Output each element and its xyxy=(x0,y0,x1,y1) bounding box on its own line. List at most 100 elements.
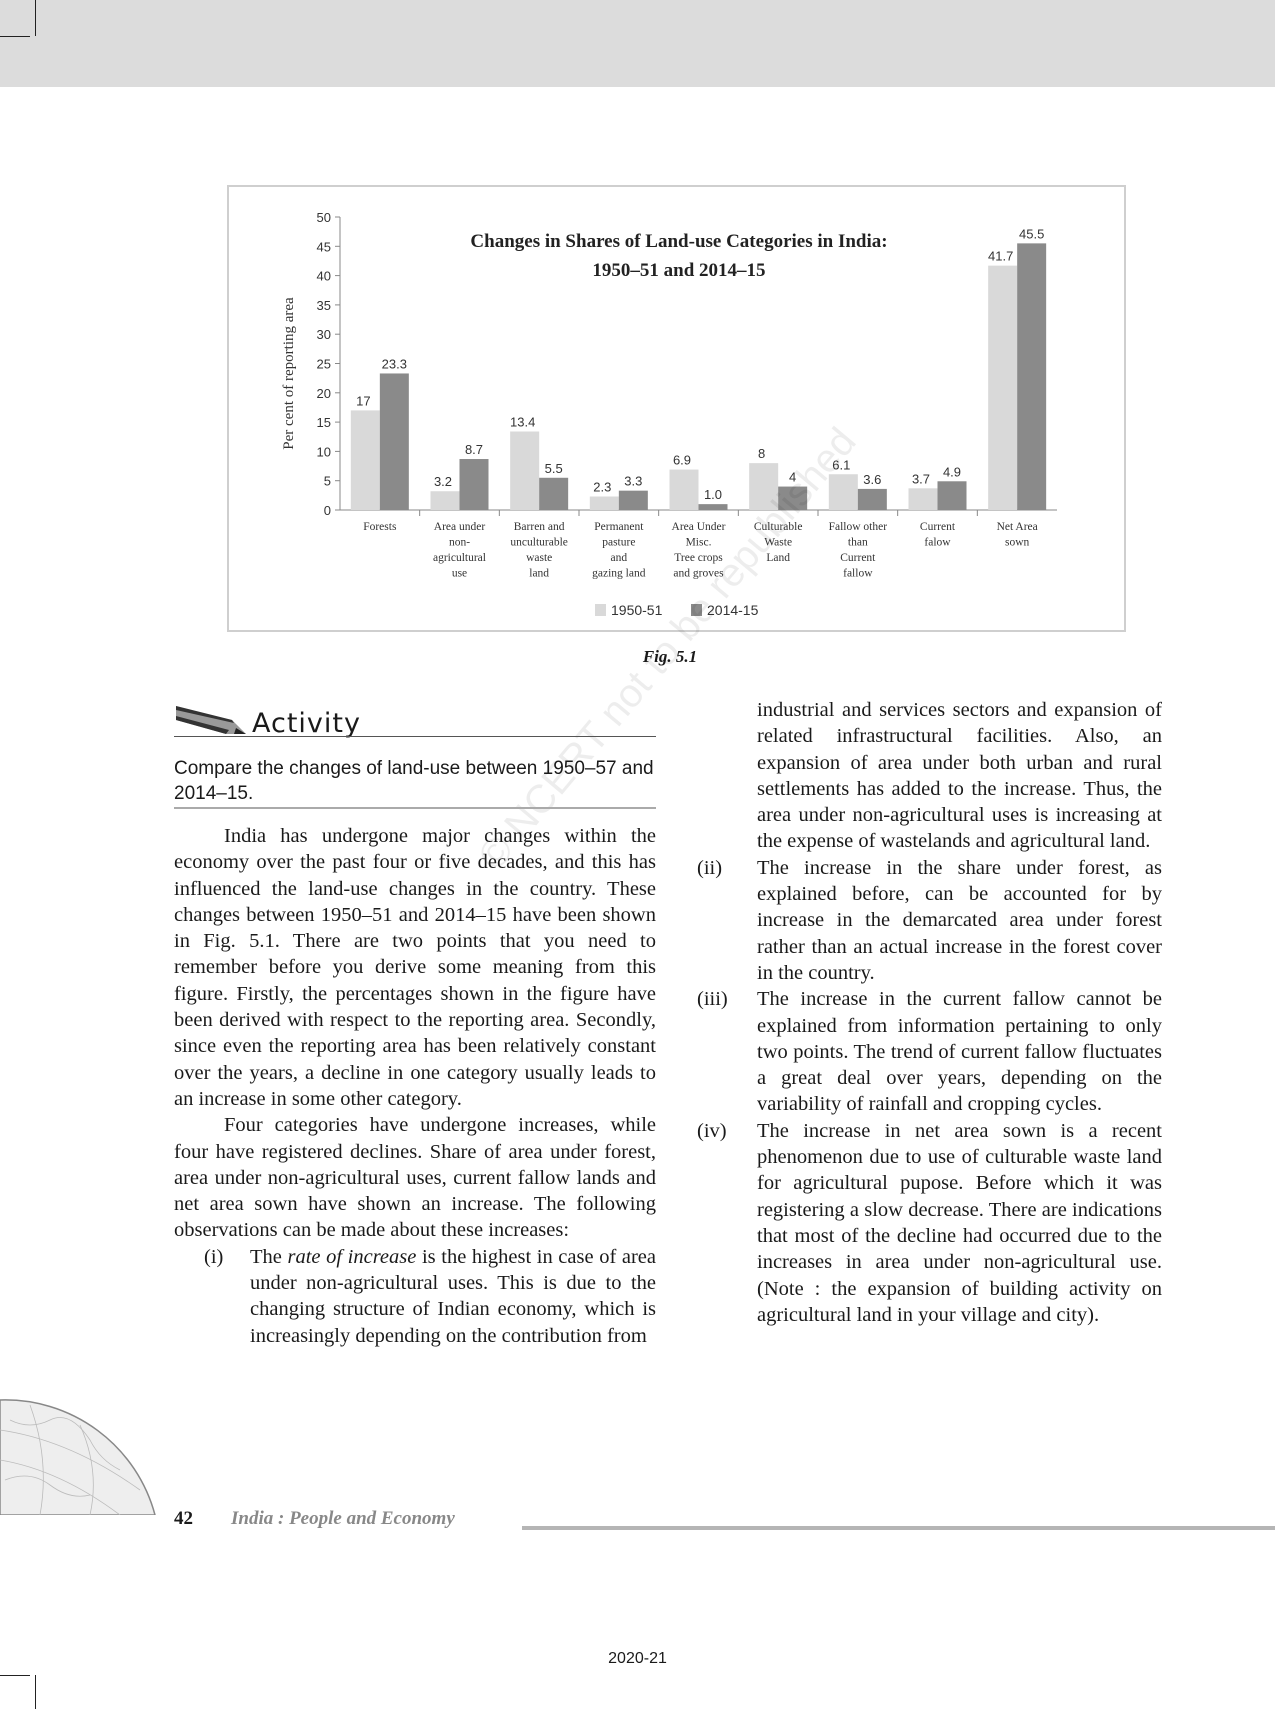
x-tick-label: Misc. xyxy=(686,537,712,549)
data-label: 45.5 xyxy=(1019,226,1044,241)
data-label: 5.5 xyxy=(545,461,563,476)
chart-title: Changes in Shares of Land-use Categories… xyxy=(470,231,887,252)
y-tick-label: 10 xyxy=(317,444,331,459)
data-label: 2.3 xyxy=(593,480,611,495)
bar-1950-51 xyxy=(430,491,460,510)
bar-1950-51 xyxy=(988,265,1018,510)
x-tick-label: use xyxy=(452,568,467,580)
y-tick-label: 15 xyxy=(317,415,331,430)
edition-year: 2020-21 xyxy=(608,1650,667,1667)
x-tick-label: and groves xyxy=(673,568,724,580)
bar-2014-15 xyxy=(379,373,409,510)
bar-2014-15 xyxy=(459,459,489,510)
bar-2014-15 xyxy=(778,486,808,510)
x-tick-label: Culturable xyxy=(754,521,803,533)
data-label: 3.7 xyxy=(912,471,930,486)
text: The increase in the share under forest, … xyxy=(757,856,1162,984)
data-label: 8.7 xyxy=(465,442,483,457)
bar-2014-15 xyxy=(698,504,728,510)
text: is the highest in case of area under non… xyxy=(250,1245,657,1347)
y-tick-label: 45 xyxy=(317,239,331,254)
x-tick-label: and xyxy=(611,552,628,564)
bar-chart: 0 5 10 15 20 25 30 35 40 45 50 Per cent of reportin… xyxy=(281,210,1057,618)
text: The xyxy=(250,1245,288,1268)
x-tick-label: Current xyxy=(840,552,876,564)
book-title: India : People and Economy xyxy=(231,1508,455,1529)
x-tick-label: land xyxy=(529,568,549,580)
x-tick-label: agricultural xyxy=(433,552,486,564)
legend-swatch xyxy=(691,604,702,616)
bar-1950-51 xyxy=(589,496,619,510)
bar-1950-51 xyxy=(669,469,699,510)
bar-1950-51 xyxy=(510,431,540,510)
emphasis: rate of increase xyxy=(287,1245,417,1268)
page-number: 42 xyxy=(174,1508,193,1529)
chart-frame: 0 5 10 15 20 25 30 35 40 45 50 Per cent of reportin… xyxy=(227,185,1126,632)
bar-1950-51 xyxy=(828,474,858,510)
text: The increase in net area sown is a recen… xyxy=(757,1119,1162,1326)
x-tick-label: pasture xyxy=(602,537,635,549)
bar-2014-15 xyxy=(857,488,887,510)
paragraph: India has undergone major changes within… xyxy=(174,825,656,1110)
data-label: 3.6 xyxy=(863,472,881,487)
x-tick-label: Land xyxy=(766,552,790,564)
data-label: 41.7 xyxy=(988,249,1013,264)
left-column: India has undergone major changes within… xyxy=(174,823,656,1349)
y-axis-label: Per cent of reporting area xyxy=(281,297,297,450)
globe-illustration xyxy=(0,1380,160,1515)
list-number: (iv) xyxy=(697,1119,727,1142)
data-label: 6.9 xyxy=(673,453,691,468)
top-margin-band xyxy=(0,0,1275,87)
y-tick-label: 5 xyxy=(324,474,331,489)
x-tick-label: gazing land xyxy=(592,568,646,580)
footer-rule xyxy=(522,1526,1275,1530)
list-item: (ii) The increase in the share under fore… xyxy=(697,855,1162,986)
list-number: (i) xyxy=(204,1245,224,1268)
list-number: (ii) xyxy=(697,856,723,879)
crop-mark xyxy=(0,1675,30,1676)
list-item: (iii) The increase in the current fallow … xyxy=(697,986,1162,1117)
x-tick-label: sown xyxy=(1005,537,1030,549)
data-label: 4.9 xyxy=(943,464,961,479)
y-tick-label: 40 xyxy=(317,269,331,284)
x-tick-label: Area Under xyxy=(672,521,726,533)
x-tick-label: Permanent xyxy=(594,521,644,533)
x-tick-label: falow xyxy=(924,537,951,549)
y-tick-label: 30 xyxy=(317,327,331,342)
y-tick-label: 25 xyxy=(317,357,331,372)
activity-text: Compare the changes of land-use between … xyxy=(174,758,654,804)
text: The increase in the current fallow canno… xyxy=(757,988,1162,1116)
list-number: (iii) xyxy=(697,988,728,1011)
bar-2014-15 xyxy=(618,490,648,510)
data-label: 4 xyxy=(789,470,796,485)
x-tick-label: waste xyxy=(526,552,552,564)
list-item: (iv) The increase in net area sown is a r… xyxy=(697,1118,1162,1328)
y-tick-label: 35 xyxy=(317,298,331,313)
data-label: 17 xyxy=(356,393,370,408)
x-tick-label: unculturable xyxy=(510,537,567,549)
x-tick-label: than xyxy=(848,537,868,549)
x-tick-label: Fallow other xyxy=(829,521,888,533)
data-label: 6.1 xyxy=(832,457,850,472)
pencil-icon xyxy=(176,706,246,734)
legend-label: 2014-15 xyxy=(707,602,759,618)
bar-2014-15 xyxy=(937,481,967,510)
activity-title: Activity xyxy=(252,708,361,739)
figure-caption: Fig. 5.1 xyxy=(642,647,698,666)
y-tick-label: 20 xyxy=(317,386,331,401)
x-tick-label: Barren and xyxy=(514,521,565,533)
paragraph: industrial and services sectors and expa… xyxy=(757,699,1162,853)
crop-mark xyxy=(0,36,30,37)
x-tick-label: Forests xyxy=(363,521,397,533)
bar-2014-15 xyxy=(539,477,569,510)
x-tick-label: Area under xyxy=(434,521,486,533)
y-tick-label: 50 xyxy=(317,210,331,225)
legend-label: 1950-51 xyxy=(611,602,663,618)
list-item: (i) The rate of increase is the highest i… xyxy=(174,1244,656,1349)
crop-mark xyxy=(35,0,36,36)
crop-mark xyxy=(35,1675,36,1709)
data-label: 13.4 xyxy=(510,414,535,429)
bar-1950-51 xyxy=(749,463,779,510)
paragraph: Four categories have undergone increases… xyxy=(174,1114,656,1242)
chart-title: 1950–51 and 2014–15 xyxy=(592,260,765,281)
